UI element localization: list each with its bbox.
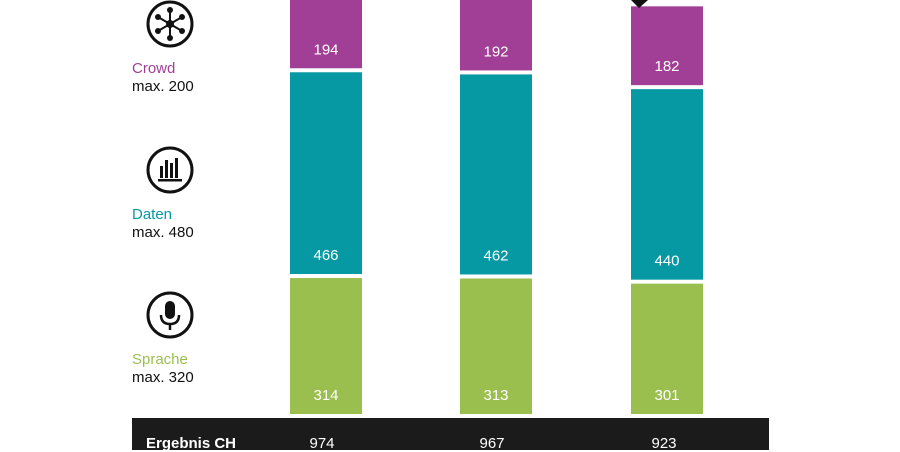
value-label-daten-3: 440 bbox=[654, 253, 679, 270]
value-label-sprache-3: 301 bbox=[654, 387, 679, 404]
total-value-1: 974 bbox=[309, 435, 335, 452]
value-label-sprache-2: 313 bbox=[483, 387, 508, 404]
value-label-crowd-1: 194 bbox=[313, 41, 338, 58]
data-bars-icon bbox=[146, 146, 194, 194]
legend-name-sprache: Sprache bbox=[132, 351, 188, 368]
bar-segment-crowd-3 bbox=[631, 6, 703, 86]
legend-name-crowd: Crowd bbox=[132, 60, 176, 77]
value-label-crowd-2: 192 bbox=[483, 43, 508, 60]
bar-segment-daten-3 bbox=[631, 89, 703, 280]
bar-segment-sprache-1 bbox=[290, 278, 362, 414]
value-label-crowd-3: 182 bbox=[654, 58, 679, 75]
totals-label: Ergebnis CH bbox=[146, 435, 237, 452]
value-label-sprache-1: 314 bbox=[313, 387, 338, 404]
bar-segment-sprache-2 bbox=[460, 278, 532, 414]
totals-bar: Ergebnis CH 974 967 923 bbox=[132, 418, 769, 452]
value-label-daten-2: 462 bbox=[483, 247, 508, 264]
bar-segment-daten-2 bbox=[460, 74, 532, 275]
bar-segment-crowd-1 bbox=[290, 0, 362, 69]
bar-segment-daten-1 bbox=[290, 72, 362, 275]
microphone-icon bbox=[146, 291, 194, 339]
total-value-3: 923 bbox=[651, 435, 677, 452]
crowd-network-icon bbox=[146, 0, 194, 48]
total-value-2: 967 bbox=[479, 435, 505, 452]
legend-max-crowd: max. 200 bbox=[132, 78, 194, 95]
legend-crowd: Crowd max. 200 bbox=[132, 0, 252, 95]
legend-max-daten: max. 480 bbox=[132, 224, 194, 241]
legend-daten: Daten max. 480 bbox=[132, 146, 252, 241]
legend-name-daten: Daten bbox=[132, 206, 173, 223]
corner-marker bbox=[631, 0, 648, 8]
legend-sprache: Sprache max. 320 bbox=[132, 291, 252, 386]
bar-segment-sprache-3 bbox=[631, 283, 703, 414]
bar-segment-crowd-2 bbox=[460, 0, 532, 71]
value-label-daten-1: 466 bbox=[313, 247, 338, 264]
legend-max-sprache: max. 320 bbox=[132, 369, 194, 386]
